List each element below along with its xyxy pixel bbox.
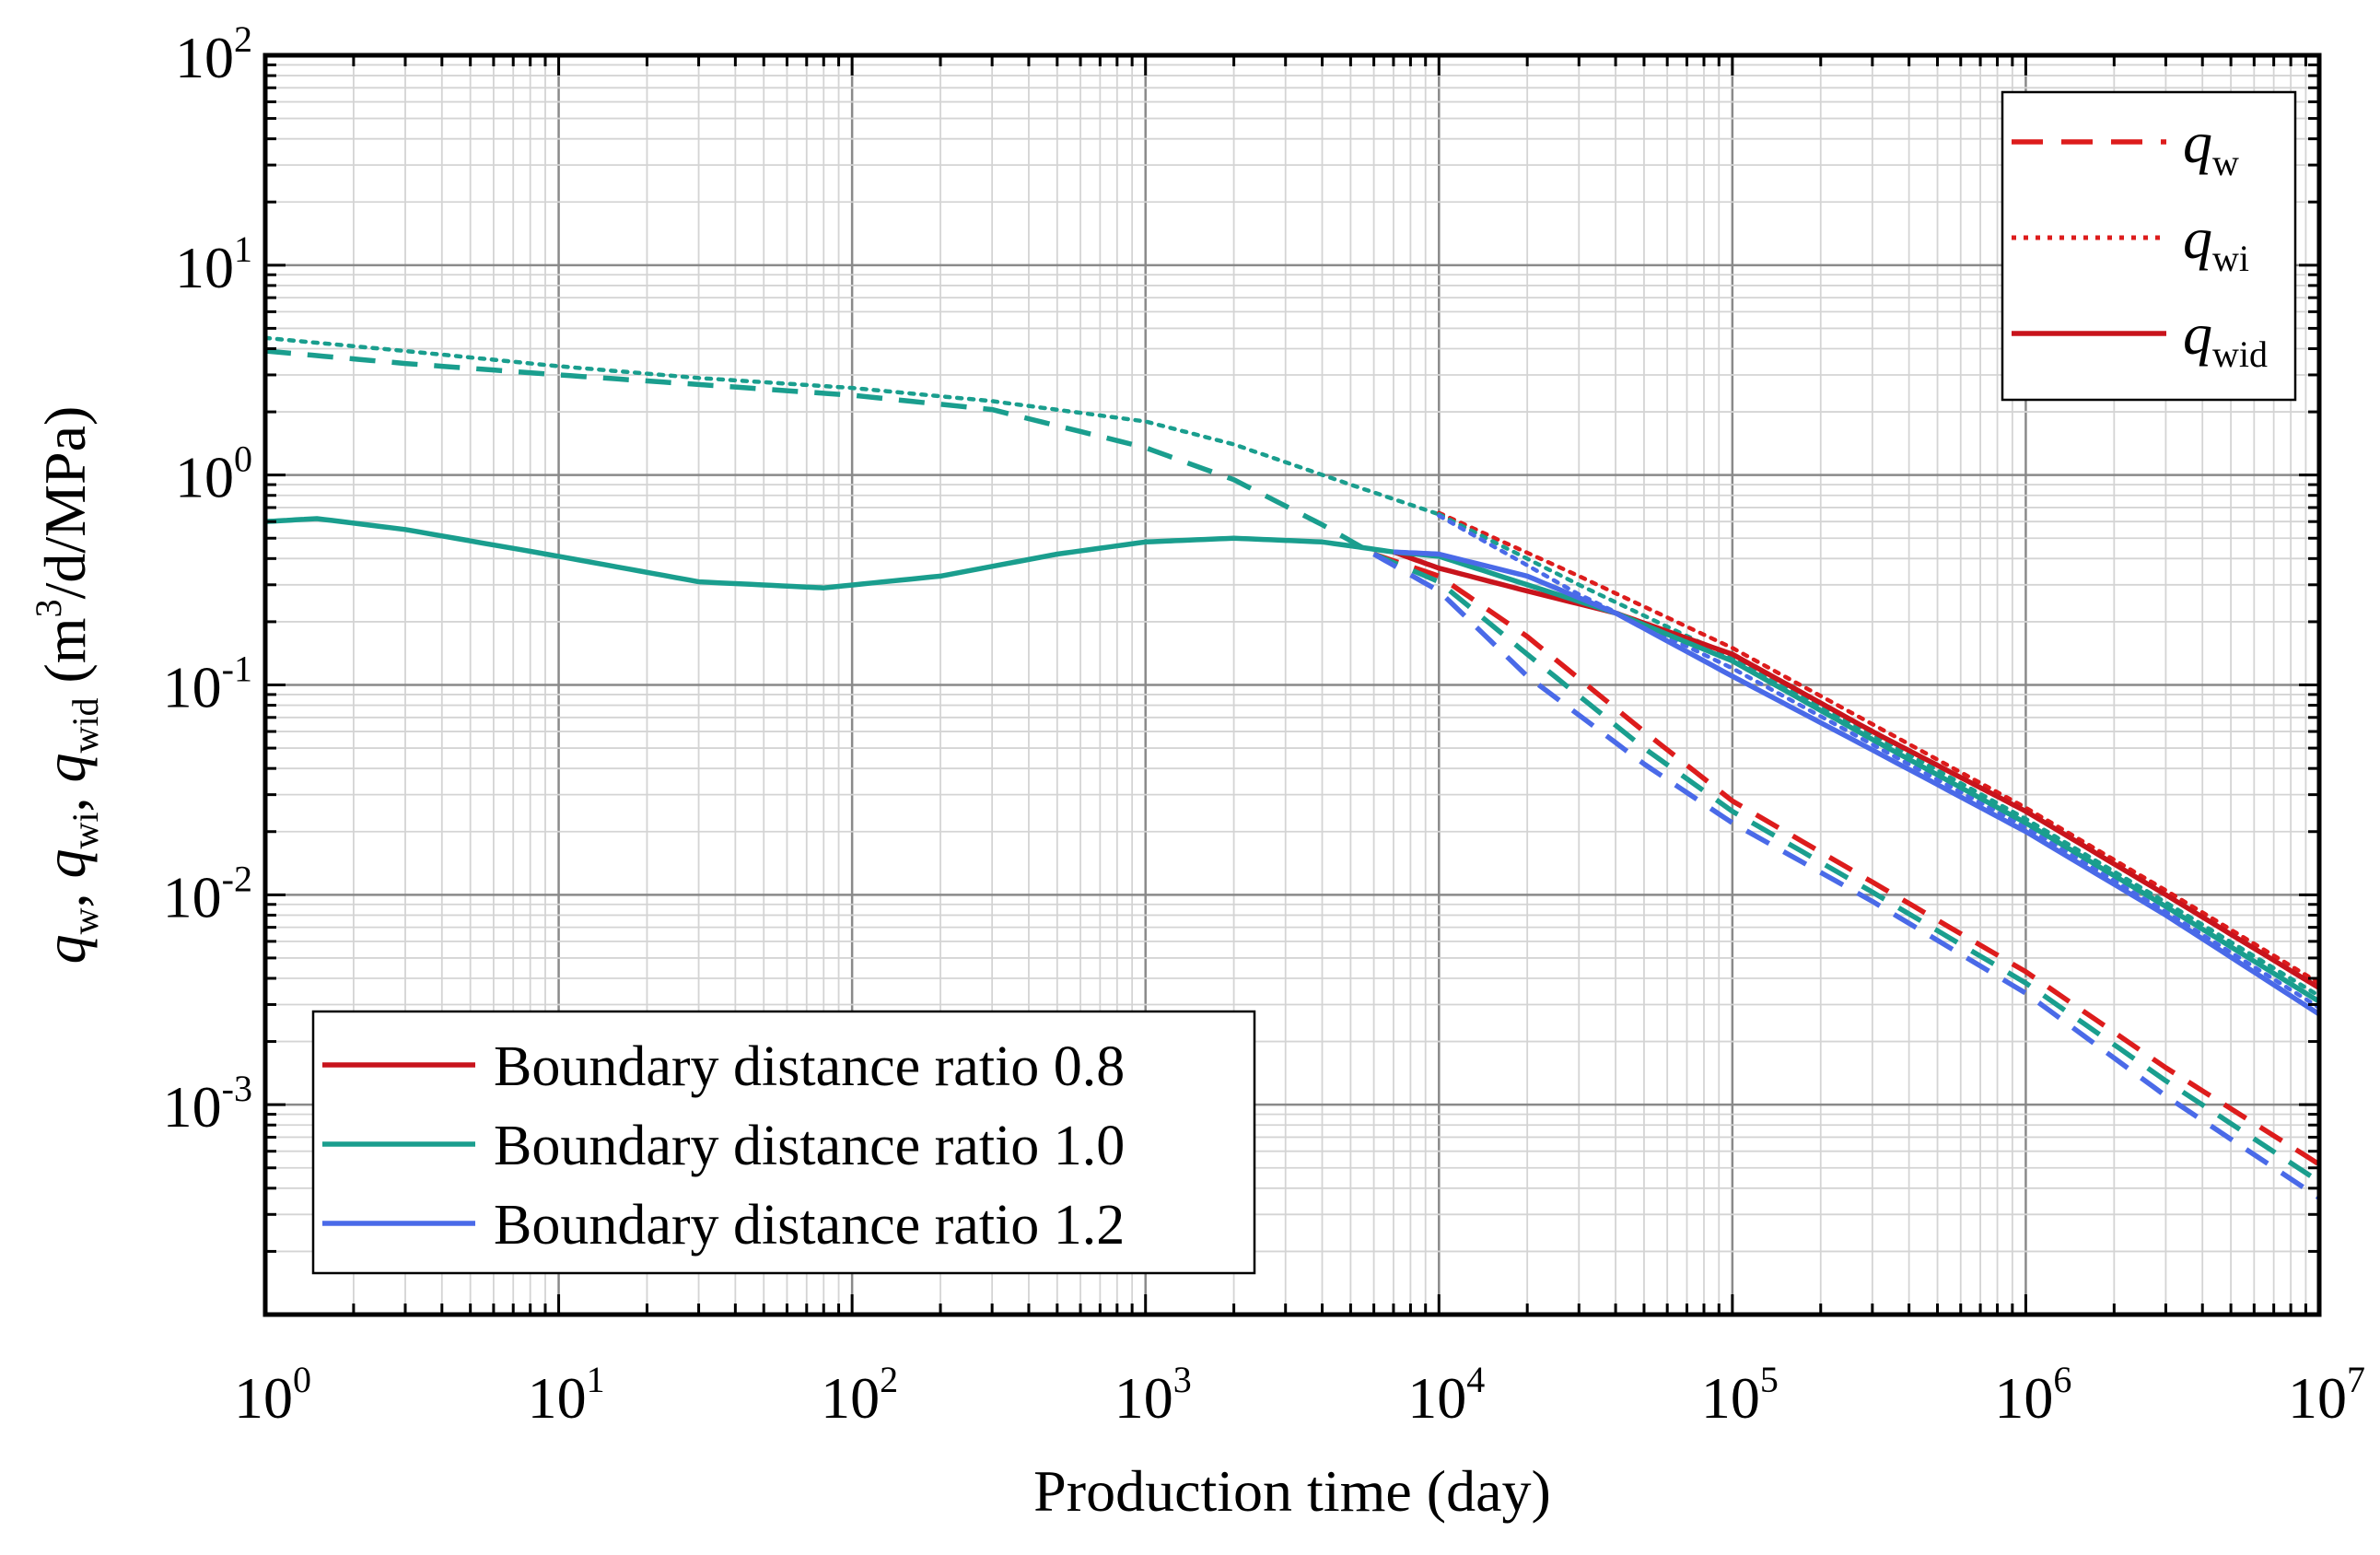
tick-base: 10 [234,1365,293,1431]
legend-subscript: wid [2212,333,2268,375]
series-line [1393,549,2321,990]
ylabel-separator: , [32,782,98,812]
series-line [262,335,1441,517]
tick-base: 10 [1407,1365,1466,1431]
tick-exponent: 2 [880,1359,898,1400]
tick-exponent: 7 [2347,1359,2365,1400]
tick-base: 10 [175,445,234,510]
y-tick-label: 101 [175,228,252,300]
series-line [1437,512,2322,999]
y-tick-label: 102 [175,18,252,90]
series-line [1437,510,2322,986]
series-line [1372,552,2321,1200]
y-tick-label: 100 [175,438,252,510]
legend-color-label: Boundary distance ratio 0.8 [494,1035,1125,1098]
tick-base: 10 [1701,1365,1760,1431]
y-tick-label: 10-3 [163,1068,252,1140]
legend-style-box [2001,90,2297,402]
svg-text:qw, qwi, qwid (m3/d/MPa): qw, qwi, qwid (m3/d/MPa) [28,406,106,965]
x-axis-title: Production time (day) [1033,1458,1551,1524]
ylabel-subscript: w [64,907,106,934]
legend-color-label: Boundary distance ratio 1.0 [494,1115,1125,1177]
legend-style-label: qwid [2183,301,2268,375]
ylabel-subscript: wi [64,812,106,848]
tick-base: 10 [2288,1365,2347,1431]
tick-base: 10 [1114,1365,1173,1431]
ylabel-subscript: wid [64,697,106,753]
series-line [1393,549,2321,1017]
y-tick-label: 10-2 [163,858,252,929]
ylabel-unit: /d/MPa) [32,406,98,600]
tick-exponent: 6 [2053,1359,2071,1400]
tick-base: 10 [175,25,234,90]
legend-symbol: q [2183,205,2212,271]
series-layer [262,335,2322,1200]
tick-exponent: 1 [587,1359,605,1400]
tick-exponent: 5 [1760,1359,1779,1400]
legend-symbol: q [2183,110,2212,175]
tick-base: 10 [1994,1365,2053,1431]
ylabel-symbol: q [32,848,98,878]
series-line [1372,551,2321,1185]
tick-base: 10 [163,864,222,929]
x-tick-label: 104 [1407,1359,1485,1431]
legend-color-label: Boundary distance ratio 1.2 [494,1194,1125,1257]
legend-subscript: wi [2212,238,2249,279]
tick-exponent: -1 [222,649,252,690]
tick-exponent: 0 [293,1359,311,1400]
legend-symbol: q [2183,301,2212,367]
tick-exponent: 2 [234,18,252,60]
series-line [264,348,1375,556]
legend-style-label: qw [2183,110,2239,183]
series-line [1372,551,2321,1167]
ylabel-symbol: q [32,934,98,964]
x-tick-label: 107 [2288,1359,2365,1431]
legend-subscript: w [2212,142,2239,183]
series-line [1437,513,2322,1011]
ylabel-separator: , [32,878,98,907]
legend-boundary-ratio: Boundary distance ratio 0.8 Boundary dist… [311,1010,1256,1275]
tick-base: 10 [163,655,222,720]
ylabel-unit-exp: 3 [28,599,69,617]
tick-exponent: 1 [234,228,252,270]
ylabel-symbol: q [32,753,98,782]
legend-color-box [311,1010,1256,1275]
tick-base: 10 [163,1074,222,1140]
tick-base: 10 [821,1365,880,1431]
x-tick-label: 103 [1114,1359,1192,1431]
x-tick-label: 100 [234,1359,311,1431]
y-tick-label: 10-1 [163,649,252,720]
ticks [263,53,2321,1316]
tick-exponent: 0 [234,438,252,480]
x-tick-label: 102 [821,1359,898,1431]
tick-base: 10 [528,1365,587,1431]
legend-style-label: qwi [2183,205,2249,279]
y-axis-title: qw, qwi, qwid (m3/d/MPa) [28,406,106,965]
ylabel-separator [32,683,98,697]
x-tick-label: 105 [1701,1359,1779,1431]
x-tick-label: 106 [1994,1359,2071,1431]
tick-exponent: 4 [1466,1359,1485,1400]
tick-exponent: 3 [1173,1359,1192,1400]
tick-base: 10 [175,235,234,300]
series-line [1393,549,2321,1004]
x-tick-label: 101 [528,1359,605,1431]
tick-exponent: -2 [222,858,252,899]
ylabel-unit: (m [32,617,98,683]
series-line [264,516,1394,590]
tick-exponent: -3 [222,1068,252,1109]
x-tick-labels: 100 101 102 103 104 105 106 107 [234,1359,2365,1431]
